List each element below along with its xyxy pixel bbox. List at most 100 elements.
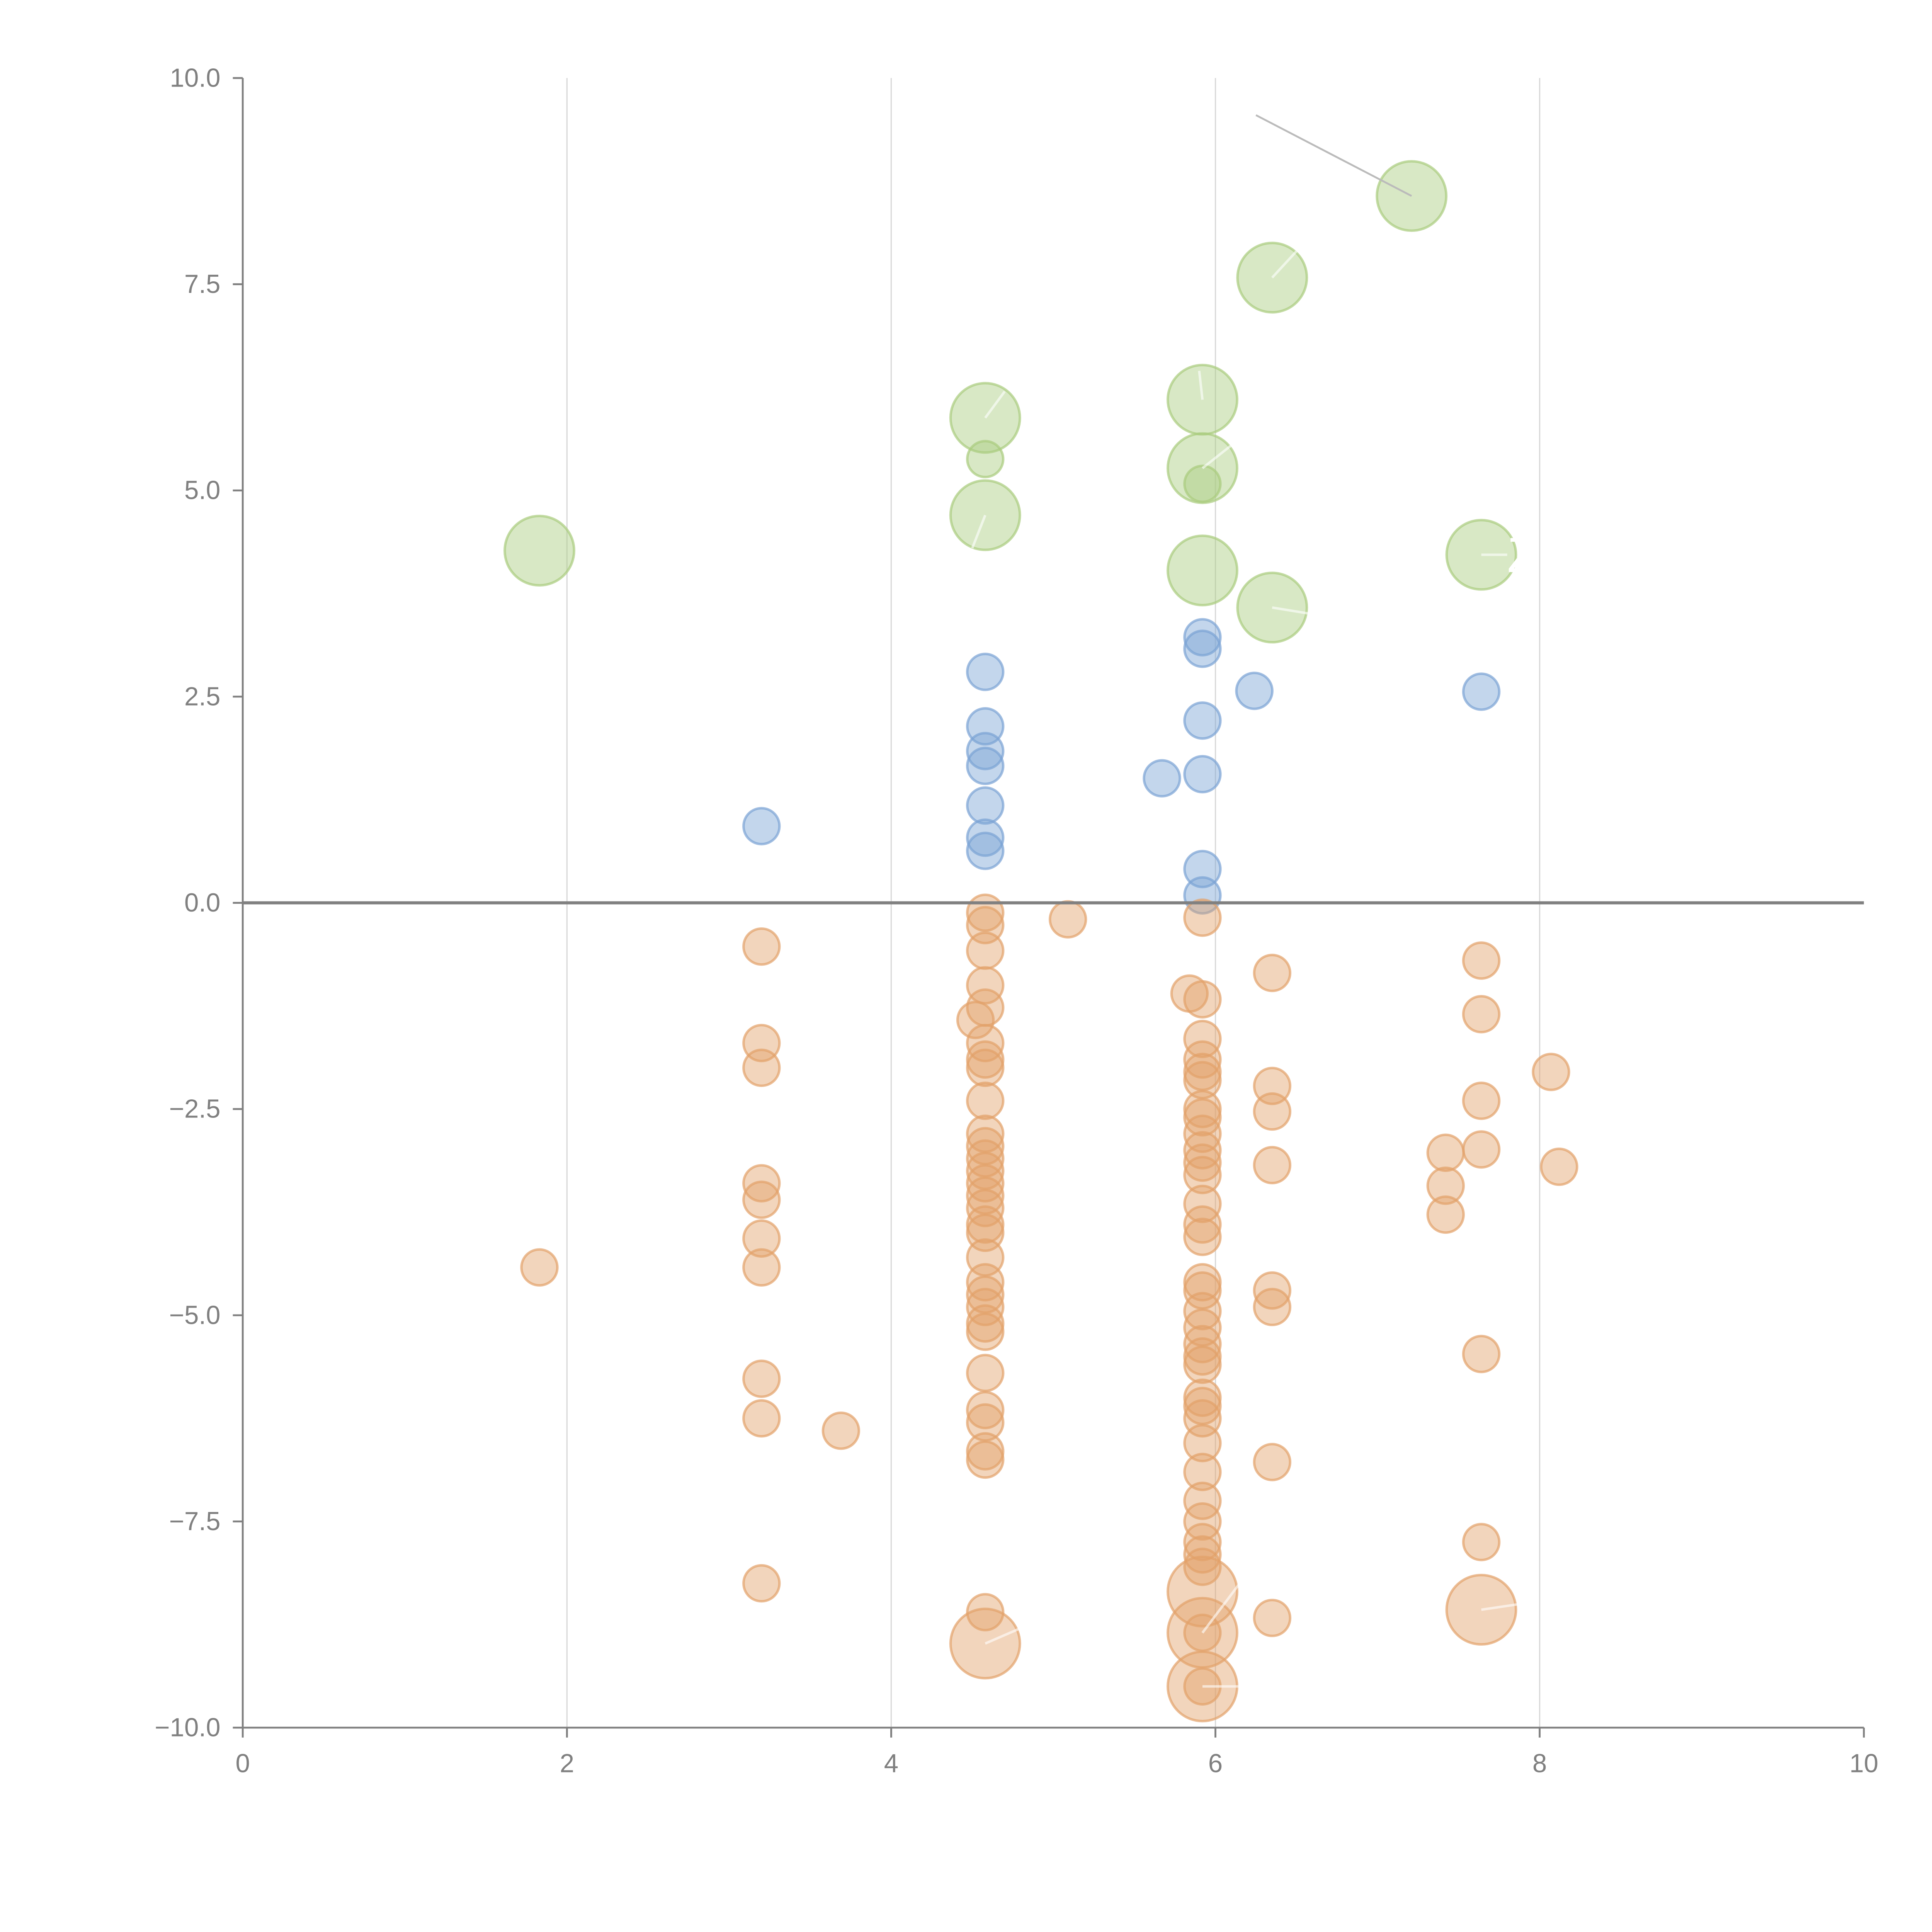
data-point-mid [1183,876,1222,915]
annotation-leader [1271,250,1298,279]
series-mid [742,618,1501,915]
data-point-low [1426,1133,1465,1172]
data-point-low [1183,1424,1222,1463]
x-tick-label: 10 [1849,1749,1878,1778]
data-point-low [1253,1287,1292,1327]
data-point-high [1166,364,1238,436]
data-point-low [966,1082,1005,1120]
data-point-low [966,931,1005,970]
data-point-low [1253,954,1292,992]
data-point-mid [1235,672,1274,710]
annotation-leader [1201,444,1233,469]
data-point-low [966,988,1005,1027]
data-point-low [1183,1040,1222,1079]
data-point-low [1183,1337,1222,1376]
data-point-low [1183,1452,1222,1492]
data-point-mid [966,832,1005,870]
series-low [520,893,1578,1723]
data-point-high [1236,571,1308,644]
data-point-low [1183,1020,1222,1058]
data-point-low [1183,1502,1222,1541]
data-point-low [1462,1523,1501,1561]
data-point-mid [966,818,1005,857]
annotation-leader [1272,606,1313,616]
x-ticks: 0 2 4 6 8 10 [235,1728,1878,1778]
data-point-low [1253,1146,1292,1185]
x-tick-label: 6 [1208,1749,1223,1778]
annotation-leader [1201,1582,1241,1634]
data-point-mid [1183,618,1222,656]
data-point-low [1532,1053,1570,1091]
data-point-low [966,1440,1005,1479]
data-point-low [966,1391,1005,1430]
annotation-label: Z [1507,528,1537,583]
data-point-low [1183,1143,1222,1182]
data-point-low [1183,1292,1222,1330]
data-point-high [1166,534,1238,607]
series-high [503,160,1517,644]
data-point-low [1253,1443,1292,1481]
x-tick-label: 2 [560,1749,574,1778]
data-point-low [742,1180,781,1219]
data-point-low [966,1432,1005,1471]
data-point-low [520,1248,559,1287]
data-points [503,160,1578,1723]
y-tick-label: 0.0 [184,888,221,917]
y-tick-label: 5.0 [184,476,221,505]
data-point-low [742,1564,781,1603]
data-point-mid [1462,672,1501,711]
data-point-mid [966,747,1005,785]
data-point-high [503,515,575,587]
data-point-mid [1183,701,1222,740]
data-point-mid [1183,850,1222,888]
data-point-low [821,1412,861,1450]
y-tick-label: 10.0 [170,63,221,92]
y-tick-label: −5.0 [169,1301,221,1330]
y-tick-label: 7.5 [184,270,221,299]
data-point-low [966,1304,1005,1343]
data-point-mid [742,807,781,845]
data-point-low [1253,1271,1292,1310]
data-point-low [742,1399,781,1438]
data-point-low [1462,1335,1501,1373]
data-point-low [1183,980,1222,1019]
data-point-low [966,966,1005,1005]
annotation-leader [1198,371,1204,400]
data-point-low [742,1248,781,1287]
data-point-low [1049,900,1087,939]
data-point-low [966,1593,1005,1631]
data-point-low [742,1219,781,1258]
data-point-low [1183,1156,1222,1194]
annotation-leader [985,1623,1030,1645]
data-point-low [1183,1218,1222,1256]
data-point-low [966,1205,1005,1244]
data-point-low [1540,1147,1578,1186]
data-point-low [1253,1092,1292,1131]
data-point-mid [966,732,1005,770]
x-tick-label: 0 [235,1749,250,1778]
y-tick-label: 2.5 [184,682,221,711]
data-point-low [742,1048,781,1087]
data-point-low [966,1040,1005,1079]
data-point-high [966,440,1005,478]
data-point-low [1183,1378,1222,1417]
data-point-low [1426,1195,1465,1234]
data-point-low [742,1359,781,1398]
data-point-high [1183,464,1222,503]
data-point-low [966,1312,1005,1351]
y-tick-label: −2.5 [169,1095,221,1124]
data-point-low [1183,1535,1222,1574]
data-point-mid [1183,755,1222,794]
data-point-low [1462,995,1501,1034]
data-point-low [1462,941,1501,980]
data-point-low [1183,1114,1222,1153]
data-point-low [1183,1184,1222,1223]
x-tick-label: 4 [884,1749,898,1778]
data-point-mid [1143,759,1181,798]
annotation-leader [1255,114,1412,197]
y-tick-label: −7.5 [169,1507,221,1536]
data-point-mid [966,653,1005,691]
annotation-leader [1481,1601,1532,1611]
annotation-leader [971,515,986,549]
